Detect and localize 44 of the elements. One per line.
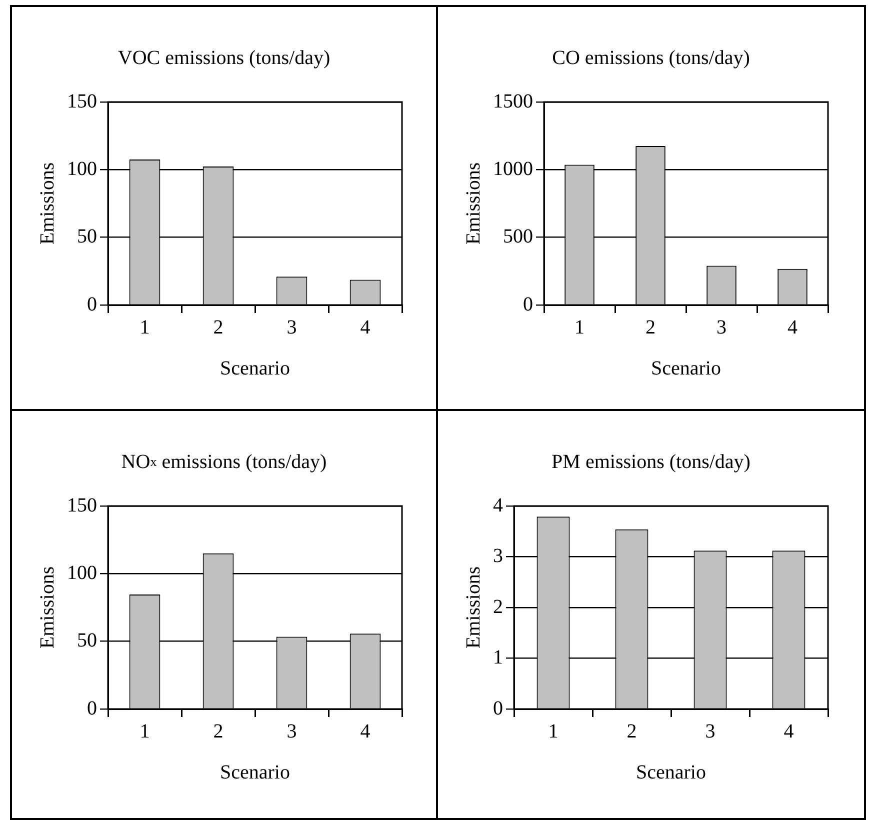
y-tick-label: 50 xyxy=(77,630,97,652)
y-tick-label: 0 xyxy=(493,697,503,720)
x-axis-title: Scenario xyxy=(220,761,290,784)
x-tick-label: 4 xyxy=(360,720,370,742)
x-tick-label: 2 xyxy=(213,720,224,742)
x-tick-label: 2 xyxy=(646,316,656,338)
y-tick-label: 1000 xyxy=(493,158,533,180)
y-tick-label: 100 xyxy=(67,158,97,180)
x-tick-label: 1 xyxy=(140,720,150,742)
y-axis-title: Emissions xyxy=(36,566,58,649)
y-tick-label: 50 xyxy=(77,226,97,248)
y-tick-label: 100 xyxy=(67,562,97,584)
y-tick-label: 0 xyxy=(87,293,97,316)
chart-title: PM emissions (tons/day) xyxy=(550,451,752,474)
x-tick-label: 2 xyxy=(213,316,224,338)
y-axis-title: Emissions xyxy=(462,162,484,245)
y-axis-title: Emissions xyxy=(36,162,58,245)
chart-title: VOC emissions (tons/day) xyxy=(116,47,332,70)
y-tick-label: 3 xyxy=(493,545,503,567)
x-tick-label: 2 xyxy=(626,720,637,742)
x-tick-label: 3 xyxy=(705,720,716,742)
x-tick-label: 1 xyxy=(140,316,150,338)
y-tick-label: 1 xyxy=(493,646,503,668)
y-tick-label: 0 xyxy=(523,293,533,316)
y-tick-label: 500 xyxy=(503,226,533,248)
x-axis-title: Scenario xyxy=(220,357,290,380)
x-tick-label: 4 xyxy=(788,316,798,338)
y-tick-label: 0 xyxy=(87,697,97,720)
x-tick-label: 1 xyxy=(574,316,584,338)
chart-title: CO emissions (tons/day) xyxy=(551,47,751,70)
y-tick-label: 150 xyxy=(67,90,97,112)
x-tick-label: 4 xyxy=(360,316,370,338)
x-tick-label: 1 xyxy=(548,720,558,742)
y-tick-label: 1500 xyxy=(493,90,533,112)
x-tick-label: 3 xyxy=(286,720,297,742)
x-tick-label: 4 xyxy=(784,720,794,742)
x-tick-label: 3 xyxy=(716,316,726,338)
y-tick-label: 4 xyxy=(493,494,503,516)
x-axis-title: Scenario xyxy=(636,761,706,784)
x-axis-title: Scenario xyxy=(651,357,721,380)
x-tick-label: 3 xyxy=(286,316,297,338)
y-tick-label: 2 xyxy=(493,596,503,618)
y-axis-title: Emissions xyxy=(462,566,484,649)
y-tick-label: 150 xyxy=(67,494,97,516)
